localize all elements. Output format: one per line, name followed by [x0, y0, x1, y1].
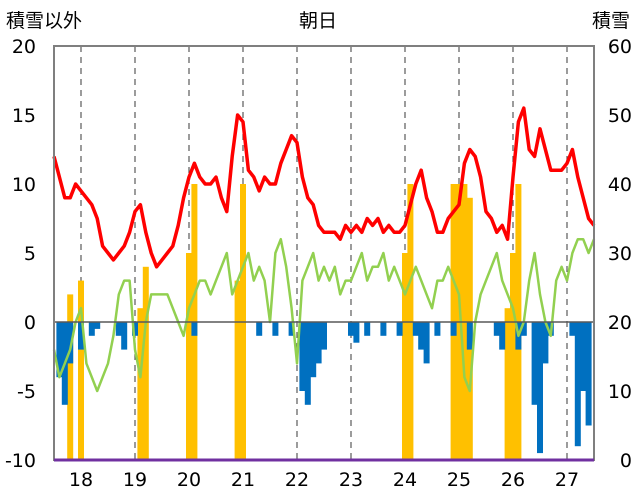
left-axis-title: 積雪以外 [6, 10, 83, 32]
bar-series1-14 [304, 322, 311, 405]
bar-series1-5 [94, 322, 101, 329]
line-series-0 [52, 106, 596, 269]
bar-series1-34 [537, 322, 543, 454]
bar-series1-7 [121, 322, 128, 350]
x-tick-18: 18 [69, 469, 93, 491]
bar-series1-27 [450, 322, 457, 336]
x-tick-26: 26 [501, 469, 525, 491]
bar-series1-29 [493, 322, 500, 336]
bar-series1-9 [191, 322, 198, 336]
bar-series1-4 [88, 322, 95, 336]
x-tick-20: 20 [177, 469, 201, 491]
line-series-1 [52, 237, 596, 393]
bar-series1-11 [272, 322, 279, 336]
right-tick-50: 50 [608, 105, 632, 127]
bar-series0-14 [504, 308, 511, 460]
x-tick-19: 19 [123, 469, 147, 491]
right-axis-title: 積雪 [591, 10, 630, 32]
x-tick-22: 22 [285, 469, 309, 491]
left-tick-0: 0 [24, 312, 36, 334]
bar-series1-6 [115, 322, 122, 336]
left-tick-5: 5 [24, 243, 36, 265]
right-tick-60: 60 [608, 36, 632, 58]
bar-series1-35 [542, 322, 549, 364]
bar-series1-13 [299, 322, 306, 391]
bar-series1-39 [580, 322, 587, 391]
bar-series1-22 [396, 322, 403, 336]
left-tick--5: -5 [17, 381, 36, 403]
bar-series0-6 [234, 280, 241, 460]
bar-series1-24 [418, 322, 425, 350]
left-tick-10: 10 [12, 174, 36, 196]
x-tick-25: 25 [447, 469, 471, 491]
bar-series1-10 [256, 322, 263, 336]
x-tick-24: 24 [393, 469, 417, 491]
bar-series1-26 [434, 322, 441, 336]
bar-series0-1 [78, 280, 84, 460]
right-tick-20: 20 [608, 312, 632, 334]
right-tick-0: 0 [620, 450, 632, 472]
right-tick-30: 30 [608, 243, 632, 265]
bar-series1-21 [380, 322, 387, 336]
bar-series0-0 [67, 294, 74, 460]
bar-series0-4 [186, 253, 192, 460]
bar-series1-33 [531, 322, 538, 405]
chart-title: 朝日 [298, 10, 337, 32]
x-tick-23: 23 [339, 469, 363, 491]
bar-series1-12 [288, 322, 295, 336]
left-tick-20: 20 [12, 36, 36, 58]
bar-series1-2 [67, 322, 74, 364]
bar-series1-37 [569, 322, 576, 336]
bar-series1-15 [310, 322, 317, 378]
bar-series0-15 [510, 253, 516, 460]
left-tick--10: -10 [5, 450, 36, 472]
bar-series0-8 [402, 253, 408, 460]
lines-layer [52, 106, 596, 393]
right-tick-10: 10 [608, 381, 632, 403]
grid-layer [80, 46, 568, 460]
plot-frame-layer [53, 45, 595, 462]
left-tick-15: 15 [12, 105, 36, 127]
bar-series1-25 [423, 322, 430, 364]
bar-series1-32 [520, 322, 527, 336]
bar-series1-16 [315, 322, 322, 364]
bar-series0-3 [142, 266, 149, 460]
bar-series1-38 [574, 322, 581, 447]
bar-series1-28 [466, 322, 473, 350]
bar-series0-2 [137, 308, 144, 460]
bar-series1-0 [56, 322, 63, 378]
right-tick-40: 40 [608, 174, 632, 196]
bar-series1-19 [353, 322, 360, 343]
bar-series1-18 [348, 322, 354, 336]
bar-series1-3 [78, 322, 84, 350]
x-tick-21: 21 [231, 469, 255, 491]
bar-series1-8 [132, 322, 138, 336]
bar-series1-40 [585, 322, 592, 426]
x-tick-27: 27 [555, 469, 579, 491]
bar-series1-30 [499, 322, 506, 350]
bar-series1-23 [412, 322, 419, 336]
bar-series1-17 [321, 322, 327, 350]
bar-series1-20 [364, 322, 371, 336]
